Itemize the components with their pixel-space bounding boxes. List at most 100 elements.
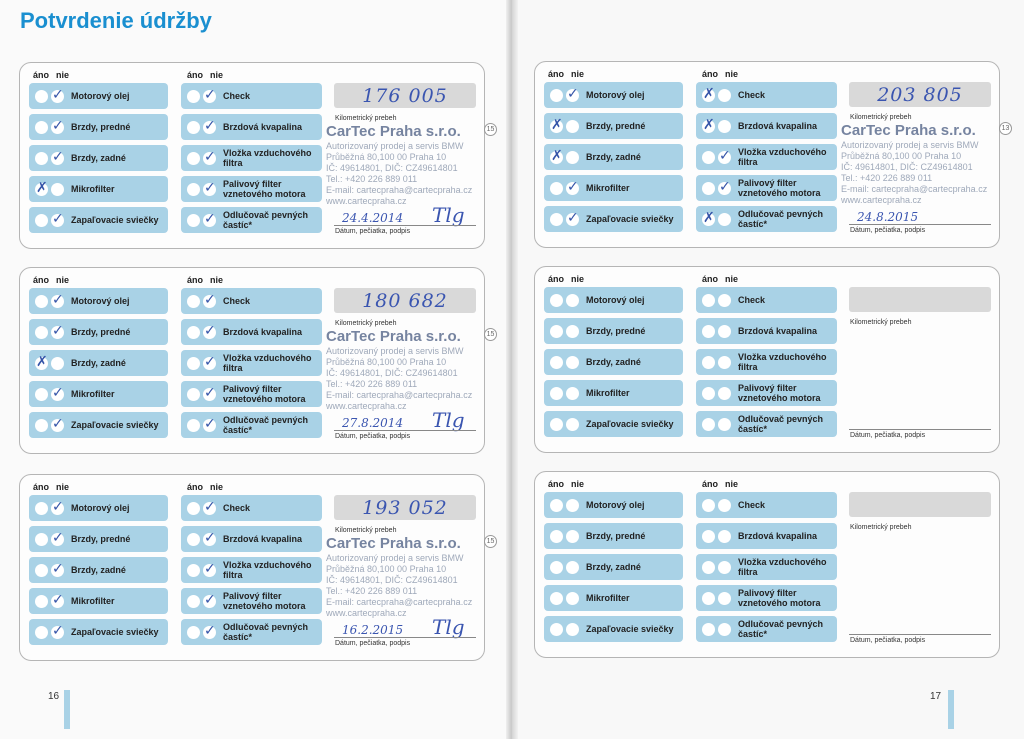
checkbox-yes[interactable] xyxy=(550,293,563,307)
mileage-field[interactable]: 203 805 xyxy=(849,82,991,107)
checkbox-yes[interactable] xyxy=(187,89,200,103)
checkbox-no[interactable]: ✓ xyxy=(51,118,64,134)
checkbox-no[interactable]: ✓ xyxy=(718,179,731,195)
checkbox-yes[interactable] xyxy=(702,293,715,307)
checkbox-yes[interactable] xyxy=(702,529,715,543)
checkbox-no[interactable] xyxy=(718,622,731,636)
checkbox-no[interactable] xyxy=(718,498,731,512)
checkbox-yes[interactable] xyxy=(35,213,48,227)
checkbox-no[interactable]: ✓ xyxy=(51,623,64,639)
checkbox-yes[interactable] xyxy=(702,417,715,431)
checkbox-no[interactable]: ✓ xyxy=(203,292,216,308)
checkbox-yes[interactable] xyxy=(35,387,48,401)
checkbox-no[interactable] xyxy=(718,212,731,226)
checkbox-yes[interactable] xyxy=(187,501,200,515)
checkbox-no[interactable]: ✓ xyxy=(51,592,64,608)
checkbox-no[interactable] xyxy=(718,355,731,369)
checkbox-yes[interactable] xyxy=(550,386,563,400)
checkbox-no[interactable] xyxy=(566,560,579,574)
checkbox-yes[interactable]: ✗ xyxy=(35,354,48,370)
checkbox-yes[interactable] xyxy=(550,498,563,512)
checkbox-yes[interactable] xyxy=(35,294,48,308)
checkbox-no[interactable]: ✓ xyxy=(203,180,216,196)
checkbox-yes[interactable] xyxy=(187,325,200,339)
checkbox-yes[interactable] xyxy=(35,120,48,134)
checkbox-no[interactable]: ✓ xyxy=(203,211,216,227)
checkbox-no[interactable] xyxy=(566,386,579,400)
checkbox-yes[interactable] xyxy=(187,213,200,227)
checkbox-yes[interactable] xyxy=(702,591,715,605)
checkbox-no[interactable]: ✓ xyxy=(51,323,64,339)
checkbox-no[interactable] xyxy=(566,119,579,133)
checkbox-yes[interactable] xyxy=(35,501,48,515)
checkbox-no[interactable]: ✓ xyxy=(203,149,216,165)
checkbox-yes[interactable] xyxy=(702,622,715,636)
checkbox-no[interactable]: ✓ xyxy=(203,530,216,546)
checkbox-yes[interactable] xyxy=(187,563,200,577)
checkbox-yes[interactable] xyxy=(702,355,715,369)
checkbox-no[interactable]: ✓ xyxy=(203,592,216,608)
checkbox-no[interactable] xyxy=(718,119,731,133)
mileage-field[interactable]: 193 052 xyxy=(334,495,476,520)
checkbox-no[interactable]: ✓ xyxy=(203,499,216,515)
checkbox-no[interactable]: ✓ xyxy=(203,623,216,639)
mileage-field[interactable] xyxy=(849,492,991,517)
checkbox-no[interactable]: ✓ xyxy=(566,86,579,102)
checkbox-no[interactable] xyxy=(566,417,579,431)
checkbox-yes[interactable] xyxy=(702,150,715,164)
checkbox-no[interactable] xyxy=(718,88,731,102)
checkbox-yes[interactable]: ✗ xyxy=(550,117,563,133)
checkbox-yes[interactable] xyxy=(550,529,563,543)
checkbox-yes[interactable] xyxy=(550,591,563,605)
checkbox-yes[interactable]: ✗ xyxy=(702,117,715,133)
checkbox-yes[interactable] xyxy=(35,418,48,432)
checkbox-no[interactable] xyxy=(566,324,579,338)
checkbox-no[interactable] xyxy=(51,182,64,196)
checkbox-yes[interactable] xyxy=(187,625,200,639)
checkbox-no[interactable] xyxy=(718,417,731,431)
checkbox-yes[interactable] xyxy=(187,294,200,308)
checkbox-yes[interactable]: ✗ xyxy=(702,210,715,226)
checkbox-yes[interactable] xyxy=(35,151,48,165)
checkbox-yes[interactable] xyxy=(187,151,200,165)
checkbox-no[interactable]: ✓ xyxy=(203,118,216,134)
checkbox-no[interactable]: ✓ xyxy=(718,148,731,164)
checkbox-no[interactable]: ✓ xyxy=(51,530,64,546)
checkbox-yes[interactable] xyxy=(187,594,200,608)
checkbox-no[interactable]: ✓ xyxy=(51,149,64,165)
checkbox-yes[interactable] xyxy=(702,560,715,574)
checkbox-no[interactable] xyxy=(718,591,731,605)
checkbox-no[interactable] xyxy=(718,386,731,400)
checkbox-no[interactable] xyxy=(718,529,731,543)
checkbox-yes[interactable] xyxy=(187,182,200,196)
checkbox-yes[interactable] xyxy=(187,120,200,134)
mileage-field[interactable] xyxy=(849,287,991,312)
checkbox-no[interactable] xyxy=(718,293,731,307)
checkbox-no[interactable]: ✓ xyxy=(203,561,216,577)
checkbox-yes[interactable] xyxy=(702,324,715,338)
checkbox-yes[interactable] xyxy=(35,89,48,103)
checkbox-no[interactable]: ✓ xyxy=(203,354,216,370)
checkbox-no[interactable] xyxy=(566,293,579,307)
checkbox-no[interactable] xyxy=(51,356,64,370)
checkbox-yes[interactable]: ✗ xyxy=(550,148,563,164)
checkbox-no[interactable]: ✓ xyxy=(51,416,64,432)
mileage-field[interactable]: 176 005 xyxy=(334,83,476,108)
checkbox-no[interactable] xyxy=(566,591,579,605)
checkbox-yes[interactable]: ✗ xyxy=(702,86,715,102)
checkbox-yes[interactable] xyxy=(550,88,563,102)
checkbox-no[interactable] xyxy=(566,498,579,512)
checkbox-no[interactable]: ✓ xyxy=(51,211,64,227)
checkbox-yes[interactable] xyxy=(702,181,715,195)
checkbox-no[interactable]: ✓ xyxy=(566,179,579,195)
checkbox-yes[interactable] xyxy=(550,622,563,636)
checkbox-no[interactable]: ✓ xyxy=(51,292,64,308)
checkbox-yes[interactable] xyxy=(35,325,48,339)
checkbox-yes[interactable] xyxy=(550,212,563,226)
checkbox-yes[interactable] xyxy=(550,560,563,574)
checkbox-no[interactable]: ✓ xyxy=(51,561,64,577)
checkbox-yes[interactable]: ✗ xyxy=(35,180,48,196)
checkbox-no[interactable]: ✓ xyxy=(203,323,216,339)
checkbox-yes[interactable] xyxy=(35,594,48,608)
checkbox-yes[interactable] xyxy=(702,386,715,400)
